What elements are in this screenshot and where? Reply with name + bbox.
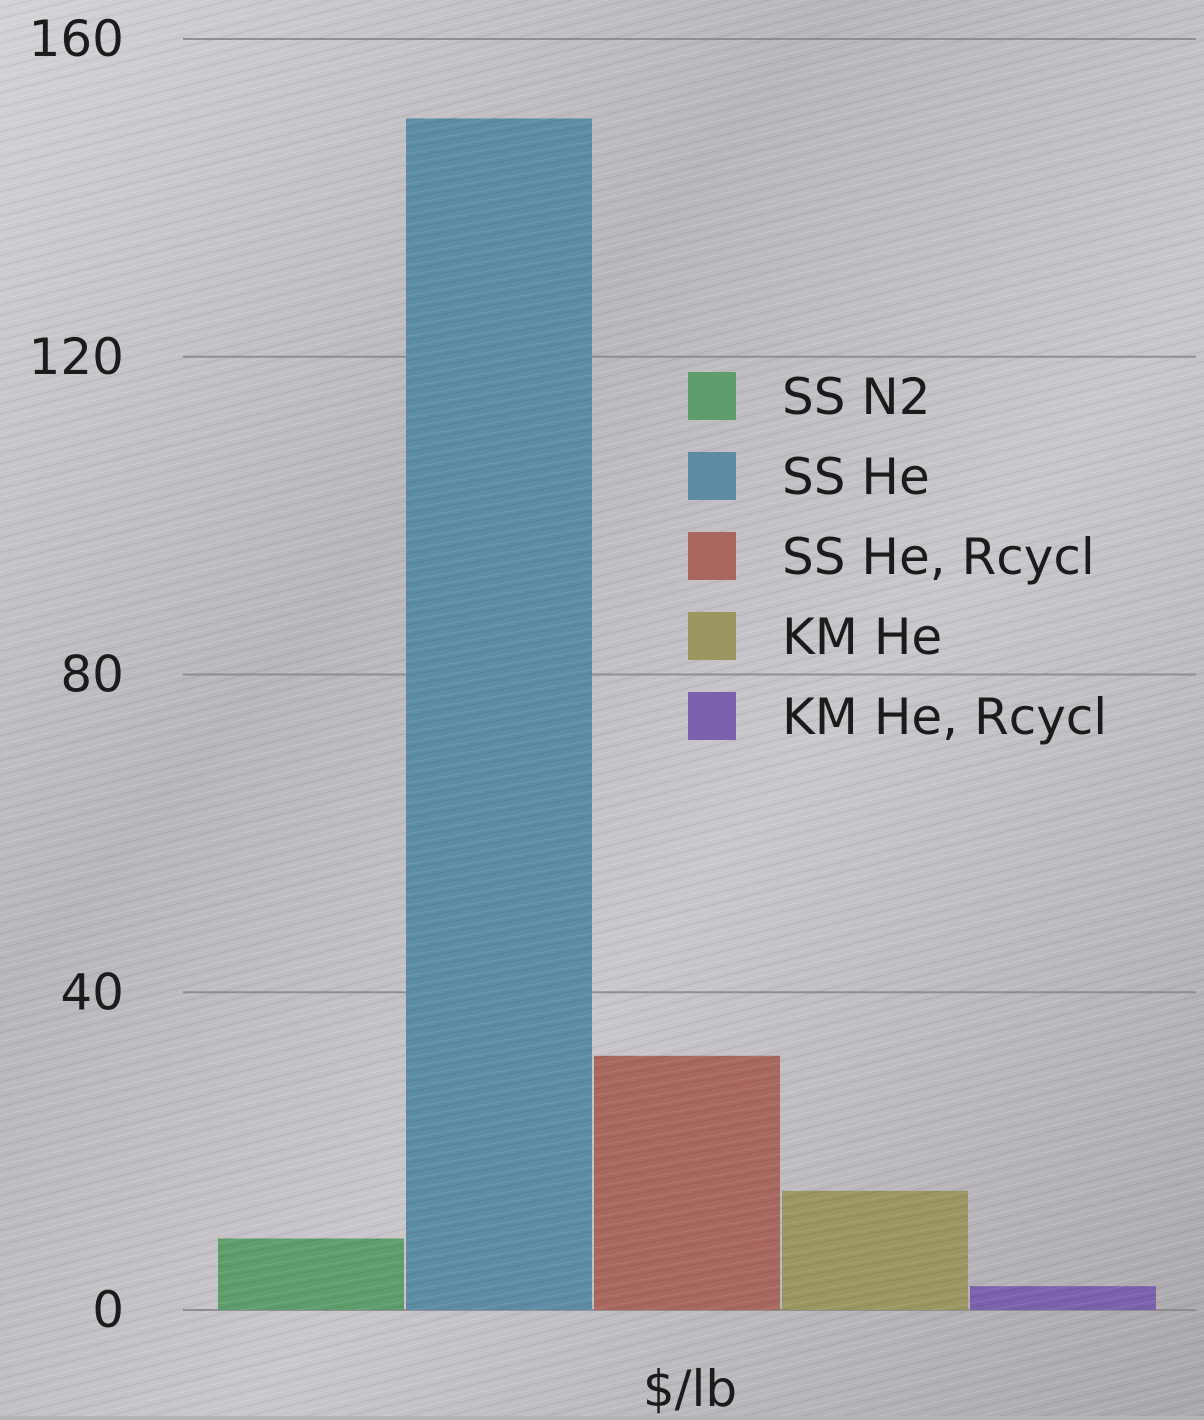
bar-texture bbox=[218, 1238, 404, 1310]
legend-swatch bbox=[688, 452, 736, 500]
bar-texture bbox=[970, 1286, 1156, 1310]
x-axis-label: $/lb bbox=[643, 1360, 737, 1416]
y-tick-label: 0 bbox=[92, 1281, 124, 1339]
bar-texture bbox=[782, 1190, 968, 1310]
bar-texture bbox=[594, 1055, 780, 1310]
bar-texture bbox=[406, 118, 592, 1310]
bars bbox=[218, 118, 1156, 1310]
y-axis-ticks: 0 40 80 120 160 bbox=[29, 10, 124, 1339]
legend-swatch bbox=[688, 612, 736, 660]
legend-swatch bbox=[688, 532, 736, 580]
y-tick-label: 120 bbox=[29, 328, 124, 386]
legend-swatch bbox=[688, 692, 736, 740]
y-tick-label: 80 bbox=[60, 646, 124, 704]
y-tick-label: 160 bbox=[29, 10, 124, 68]
legend: SS N2 SS He SS He, Rcycl KM He KM He, Rcycl bbox=[688, 368, 1107, 746]
legend-swatch bbox=[688, 372, 736, 420]
legend-label: KM He bbox=[782, 608, 942, 666]
y-tick-label: 40 bbox=[60, 963, 124, 1021]
legend-label: SS He bbox=[782, 448, 930, 506]
legend-label: SS He, Rcycl bbox=[782, 528, 1095, 586]
legend-label: SS N2 bbox=[782, 368, 931, 426]
legend-label: KM He, Rcycl bbox=[782, 688, 1107, 746]
